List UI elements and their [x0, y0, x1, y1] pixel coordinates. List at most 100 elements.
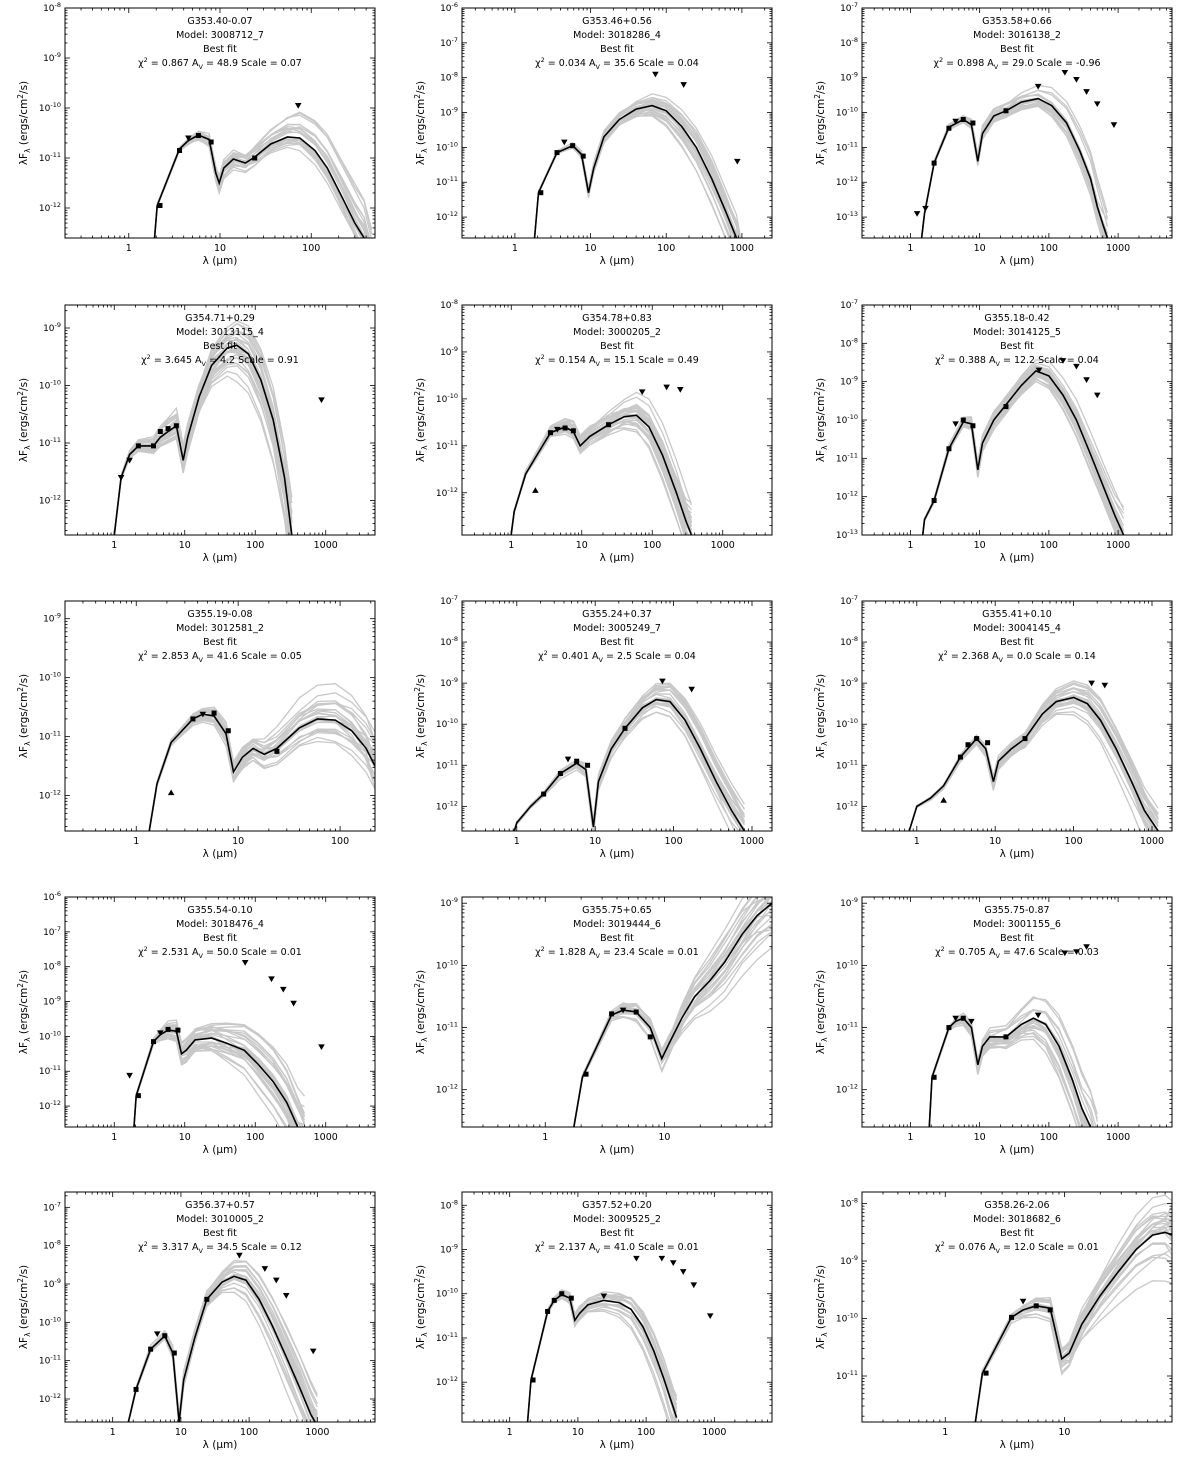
panel-fit-label: Best fit [1000, 637, 1034, 648]
y-tick-label: 10-10 [836, 106, 858, 119]
y-tick-label: 10-9 [440, 345, 458, 358]
flux-point [583, 1071, 589, 1077]
panel-fit-label: Best fit [600, 637, 634, 648]
upper-limit-point [554, 426, 561, 433]
y-axis-label: λFλ (ergs/cm2/s) [413, 81, 429, 165]
y-tick-label: 10-12 [39, 1099, 61, 1112]
data-points [913, 69, 1118, 217]
upper-limit-point [669, 1260, 677, 1266]
x-tick-label: 100 [643, 540, 661, 551]
flux-point [1033, 1303, 1039, 1309]
model-curve [148, 702, 375, 831]
best-fit-group [908, 696, 1159, 831]
x-tick-label: 1 [133, 836, 139, 847]
flux-point [547, 430, 553, 436]
x-tick-label: 1 [914, 836, 920, 847]
data-points [157, 103, 302, 208]
model-curve [573, 909, 772, 1127]
upper-limit-point [1088, 680, 1095, 687]
sed-panel-G356.37+0.57: 1 10 100 1000 10-12 10-11 10-10 10-9 10-8 10-7 λ (… [16, 1191, 376, 1451]
flux-point [165, 426, 171, 432]
y-tick-label: 10-11 [436, 439, 458, 452]
data-points [532, 384, 684, 493]
model-curve [573, 897, 753, 1127]
upper-limit-point [1034, 1012, 1042, 1019]
y-tick-label: 10-11 [836, 451, 858, 464]
y-tick-label: 10-9 [43, 1277, 61, 1290]
y-axis-label: λFλ (ergs/cm2/s) [16, 1265, 32, 1349]
model-curves [921, 359, 1125, 535]
best-fit-curve [526, 1293, 678, 1422]
data-points [133, 1252, 317, 1392]
y-tick-label: 10-10 [436, 717, 458, 730]
model-curve [533, 98, 738, 238]
sed-panel-G353.58+0.66: 1 10 100 1000 10-13 10-12 10-11 10-10 10-9 10-8 10… [813, 1, 1173, 267]
data-points [126, 960, 325, 1099]
x-tick-label: 1 [126, 243, 132, 254]
upper-limit-point [157, 1030, 164, 1037]
panel-fit-stats: χ2 = 0.867 AV = 48.9 Scale = 0.07 [138, 56, 302, 71]
upper-limit-point [1061, 69, 1069, 76]
y-tick-label: 10-8 [440, 1198, 458, 1211]
panel-model-id: Model: 3004145_4 [973, 623, 1061, 634]
flux-point [274, 748, 280, 754]
model-curve [526, 1292, 669, 1422]
flux-point [568, 1295, 574, 1301]
upper-limit-point [922, 205, 929, 212]
lower-limit-point [940, 796, 947, 803]
upper-limit-point [706, 1313, 714, 1320]
data-points [167, 710, 280, 796]
model-curve [908, 687, 1159, 831]
flux-point [946, 1025, 952, 1031]
panel-fit-label: Best fit [600, 44, 634, 55]
x-tick-label: 10 [175, 1427, 187, 1438]
y-tick-label: 10-11 [436, 758, 458, 771]
upper-limit-point [913, 211, 921, 217]
y-tick-label: 10-11 [436, 1021, 458, 1034]
upper-limit-point [652, 71, 659, 78]
model-curve [533, 103, 738, 238]
model-curve [533, 100, 738, 238]
panel-fit-stats: χ2 = 0.898 AV = 29.0 Scale = -0.96 [933, 56, 1100, 71]
lower-limit-point [167, 789, 175, 796]
panel-object-name: G358.26-2.06 [984, 1200, 1049, 1211]
model-curve [928, 1023, 1088, 1127]
panel-fit-stats: χ2 = 2.137 AV = 41.0 Scale = 0.01 [535, 1240, 699, 1255]
model-curve [127, 1275, 315, 1422]
y-tick-label: 10-9 [43, 321, 61, 334]
upper-limit-point [1083, 377, 1090, 383]
panel-object-name: G355.75+0.65 [582, 905, 652, 916]
y-tick-label: 10-12 [836, 1083, 858, 1096]
flux-point [1003, 108, 1009, 114]
y-axis-label: λFλ (ergs/cm2/s) [413, 970, 429, 1054]
x-tick-label: 100 [637, 1427, 655, 1438]
sed-panel-G354.78+0.83: 1 10 100 1000 10-12 10-11 10-10 10-9 10-8 λ (μm) λ… [413, 298, 773, 564]
model-curve [526, 1294, 677, 1422]
upper-limit-point [117, 475, 125, 481]
x-tick-label: 1 [508, 540, 514, 551]
x-tick-label: 1 [512, 243, 518, 254]
model-curve [153, 133, 359, 238]
model-curve [922, 371, 1120, 535]
upper-limit-point [199, 711, 207, 718]
x-tick-label: 100 [657, 243, 675, 254]
panel-fit-stats: χ2 = 0.388 AV = 12.2 Scale = 0.04 [935, 353, 1099, 368]
upper-limit-point [600, 1293, 608, 1300]
data-points [983, 1298, 1053, 1376]
model-curve [533, 107, 736, 238]
model-curve [133, 1033, 288, 1127]
x-tick-label: 1 [111, 540, 117, 551]
x-tick-label: 100 [302, 243, 320, 254]
model-curve [127, 1282, 308, 1422]
data-points [931, 358, 1101, 503]
panel-object-name: G355.18-0.42 [984, 313, 1049, 324]
flux-point [633, 1009, 639, 1015]
best-fit-group [928, 1017, 1092, 1127]
y-axis-label: λFλ (ergs/cm2/s) [16, 378, 32, 462]
upper-limit-point [268, 976, 275, 983]
model-curve [148, 709, 375, 831]
model-curve [533, 105, 736, 238]
model-curve [148, 719, 375, 831]
y-tick-label: 10-10 [436, 392, 458, 405]
flux-point [171, 1350, 177, 1356]
